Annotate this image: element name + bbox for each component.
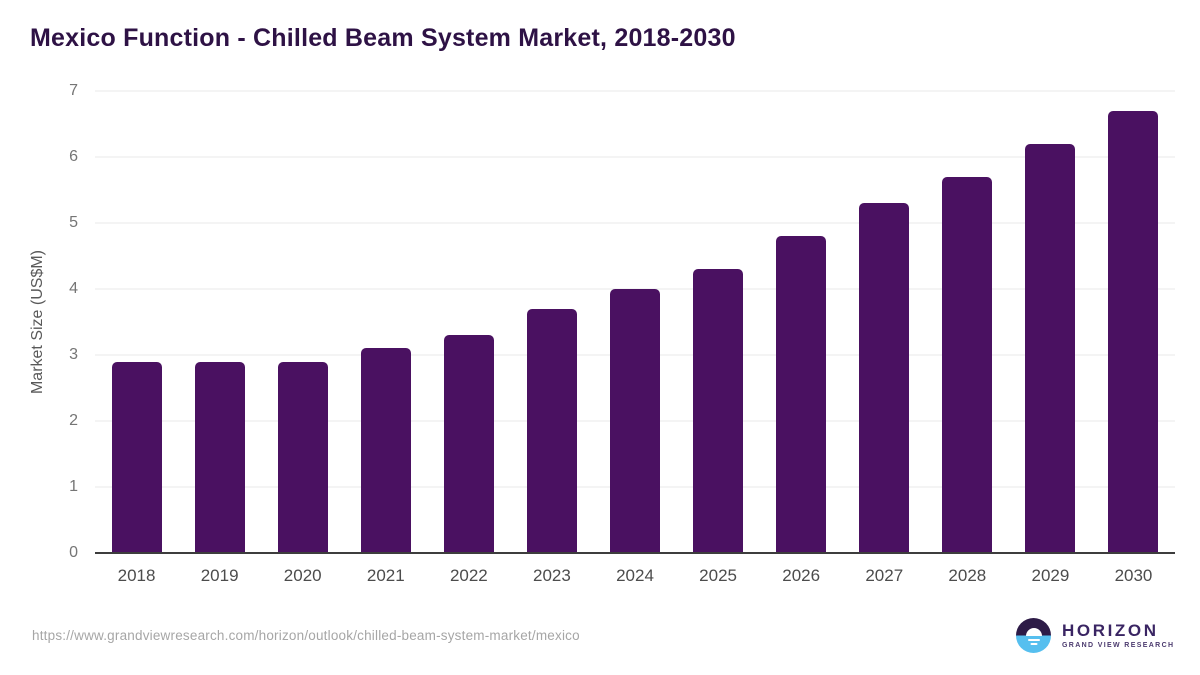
bar-slot: 2020	[261, 91, 344, 585]
x-axis-tick-label: 2019	[200, 566, 239, 585]
bar-2028	[942, 176, 993, 553]
sun-reflection-line	[1027, 638, 1040, 641]
gridline	[95, 222, 1175, 224]
x-axis-tick-label: 2020	[283, 566, 322, 585]
logo-brand-name: HORIZON	[1062, 621, 1159, 640]
bar-2026	[776, 236, 827, 553]
y-axis-tick-label: 1	[69, 478, 78, 495]
bar-slot: 2029	[1009, 91, 1092, 585]
x-axis-tick-label: 2029	[1031, 566, 1070, 585]
logo-tagline: GRAND VIEW RESEARCH	[1062, 642, 1175, 649]
bar-2029	[1025, 143, 1076, 553]
bar-slot: 2023	[510, 91, 593, 585]
bar-2018	[111, 361, 162, 553]
chart-title: Mexico Function - Chilled Beam System Ma…	[30, 24, 736, 52]
bar-slot: 2028	[926, 91, 1009, 585]
y-axis-title: Market Size (US$M)	[29, 249, 46, 395]
y-axis-tick-label: 0	[69, 544, 78, 561]
bar-2027	[859, 203, 910, 553]
gridline	[95, 156, 1175, 158]
bar-slot: 2025	[677, 91, 760, 585]
x-axis-tick-label: 2022	[449, 566, 488, 585]
bar-slot: 2019	[178, 91, 261, 585]
horizon-logo: HORIZON GRAND VIEW RESEARCH	[1016, 618, 1174, 653]
x-axis-tick-label: 2027	[865, 566, 904, 585]
bars-layer: 2018 2019 2020 2021 2022 2023 2024 2025 2026 2027…	[95, 91, 1175, 585]
bar-2025	[693, 269, 744, 553]
x-axis-tick-label: 2026	[782, 566, 821, 585]
bar-slot: 2027	[843, 91, 926, 585]
bar-slot: 2018	[95, 91, 178, 585]
x-axis-line	[95, 552, 1175, 554]
x-axis-tick-label: 2021	[366, 566, 405, 585]
bar-2020	[277, 361, 328, 553]
sun-icon	[1025, 627, 1042, 636]
y-axis-tick-label: 3	[69, 346, 78, 363]
bar-2021	[360, 348, 411, 553]
y-axis-tick-label: 4	[69, 280, 78, 297]
bar-slot: 2021	[344, 91, 427, 585]
bar-slot: 2026	[760, 91, 843, 585]
y-axis-tick-label: 6	[69, 148, 78, 165]
bar-2023	[526, 308, 577, 553]
y-axis-tick-label: 7	[69, 82, 78, 99]
x-axis-tick-label: 2030	[1114, 566, 1153, 585]
x-axis-tick-label: 2025	[699, 566, 737, 585]
logo-text: HORIZON GRAND VIEW RESEARCH	[1062, 622, 1174, 649]
x-axis-tick-label: 2028	[948, 566, 987, 585]
bar-2030	[1108, 110, 1159, 553]
sun-reflection-line	[1030, 642, 1037, 645]
bar-2022	[443, 335, 494, 553]
y-axis-tick-label: 2	[69, 412, 78, 429]
source-url: https://www.grandviewresearch.com/horizo…	[32, 628, 580, 643]
bar-2024	[610, 289, 660, 553]
x-axis-tick-label: 2018	[117, 566, 156, 585]
horizon-logo-icon	[1016, 618, 1051, 653]
bar-slot: 2024	[593, 91, 676, 585]
bar-2019	[194, 361, 245, 553]
plot-area: 0 1 2 3 4 5 6 7 2018 2019 2020 2021 2022 2023 2024 202…	[69, 83, 1175, 585]
y-axis-tick-label: 5	[69, 214, 78, 231]
x-axis-tick-label: 2024	[616, 566, 654, 585]
bar-slot: 2030	[1092, 91, 1175, 585]
gridline	[95, 90, 1175, 92]
x-axis-tick-label: 2023	[533, 566, 571, 585]
bar-slot: 2022	[427, 91, 510, 585]
